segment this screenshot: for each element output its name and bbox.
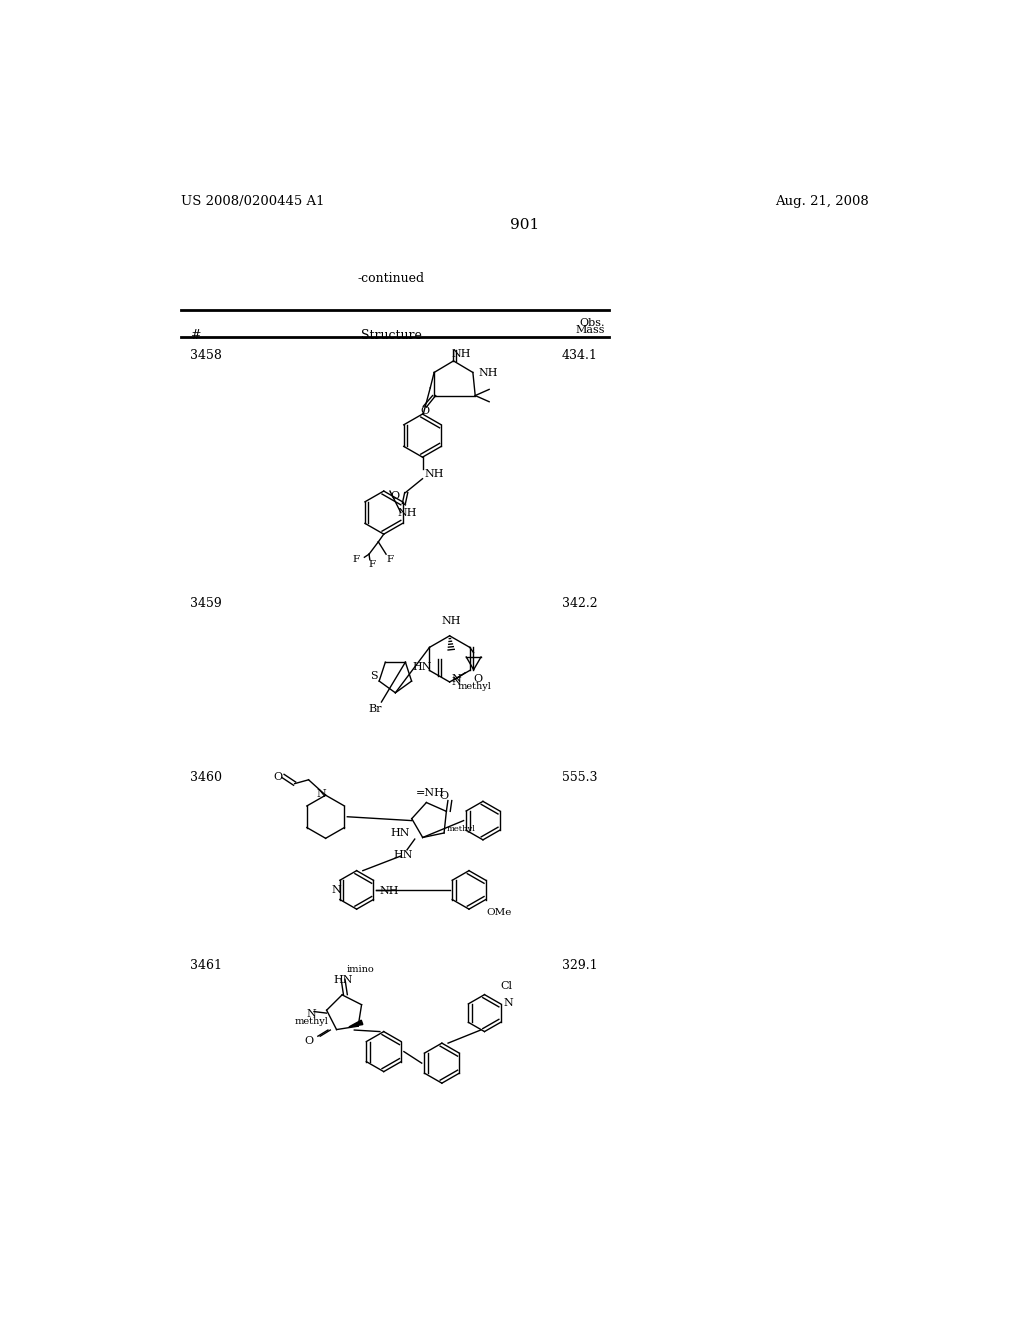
Text: S: S bbox=[371, 671, 378, 681]
Text: NH: NH bbox=[425, 470, 444, 479]
Text: F: F bbox=[352, 554, 359, 564]
Text: US 2008/0200445 A1: US 2008/0200445 A1 bbox=[180, 195, 325, 209]
Text: O: O bbox=[474, 675, 482, 684]
Text: F: F bbox=[387, 554, 394, 564]
Text: O: O bbox=[305, 1036, 313, 1047]
Text: Cl: Cl bbox=[500, 981, 512, 991]
Text: N: N bbox=[331, 886, 341, 895]
Text: 342.2: 342.2 bbox=[562, 598, 598, 610]
Text: HN: HN bbox=[390, 829, 410, 838]
Text: methyl: methyl bbox=[295, 1016, 329, 1026]
Text: OMe: OMe bbox=[486, 908, 511, 917]
Text: 555.3: 555.3 bbox=[562, 771, 598, 784]
Text: Br: Br bbox=[369, 704, 382, 714]
Text: methyl: methyl bbox=[458, 682, 492, 690]
Text: 3459: 3459 bbox=[190, 598, 222, 610]
Text: NH: NH bbox=[478, 368, 498, 378]
Text: HN: HN bbox=[413, 663, 432, 672]
Text: 434.1: 434.1 bbox=[562, 350, 598, 363]
Text: N: N bbox=[316, 789, 327, 799]
Text: 901: 901 bbox=[510, 218, 540, 232]
Text: O: O bbox=[439, 792, 449, 801]
Text: 329.1: 329.1 bbox=[562, 960, 598, 973]
Text: NH: NH bbox=[442, 615, 462, 626]
Text: O: O bbox=[390, 491, 399, 502]
Text: N: N bbox=[503, 998, 513, 1007]
Text: NH: NH bbox=[397, 508, 417, 517]
Text: NH: NH bbox=[452, 350, 471, 359]
Polygon shape bbox=[349, 1020, 362, 1027]
Text: Aug. 21, 2008: Aug. 21, 2008 bbox=[775, 195, 869, 209]
Text: HN: HN bbox=[393, 850, 413, 859]
Text: HN: HN bbox=[334, 974, 353, 985]
Text: N: N bbox=[452, 677, 461, 688]
Text: -continued: -continued bbox=[358, 272, 425, 285]
Text: imino: imino bbox=[346, 965, 375, 974]
Text: NH: NH bbox=[380, 886, 399, 896]
Text: methyl: methyl bbox=[446, 825, 475, 833]
Text: N: N bbox=[306, 1010, 316, 1019]
Text: =NH: =NH bbox=[417, 788, 445, 799]
Text: 3461: 3461 bbox=[190, 960, 222, 973]
Text: N: N bbox=[452, 675, 462, 684]
Text: #: # bbox=[190, 330, 201, 342]
Text: O: O bbox=[420, 407, 429, 416]
Text: 3458: 3458 bbox=[190, 350, 222, 363]
Text: Structure: Structure bbox=[361, 330, 422, 342]
Text: F: F bbox=[369, 561, 376, 569]
Text: Mass: Mass bbox=[575, 326, 604, 335]
Text: 3460: 3460 bbox=[190, 771, 222, 784]
Text: O: O bbox=[273, 772, 282, 781]
Text: Obs.: Obs. bbox=[580, 318, 604, 327]
